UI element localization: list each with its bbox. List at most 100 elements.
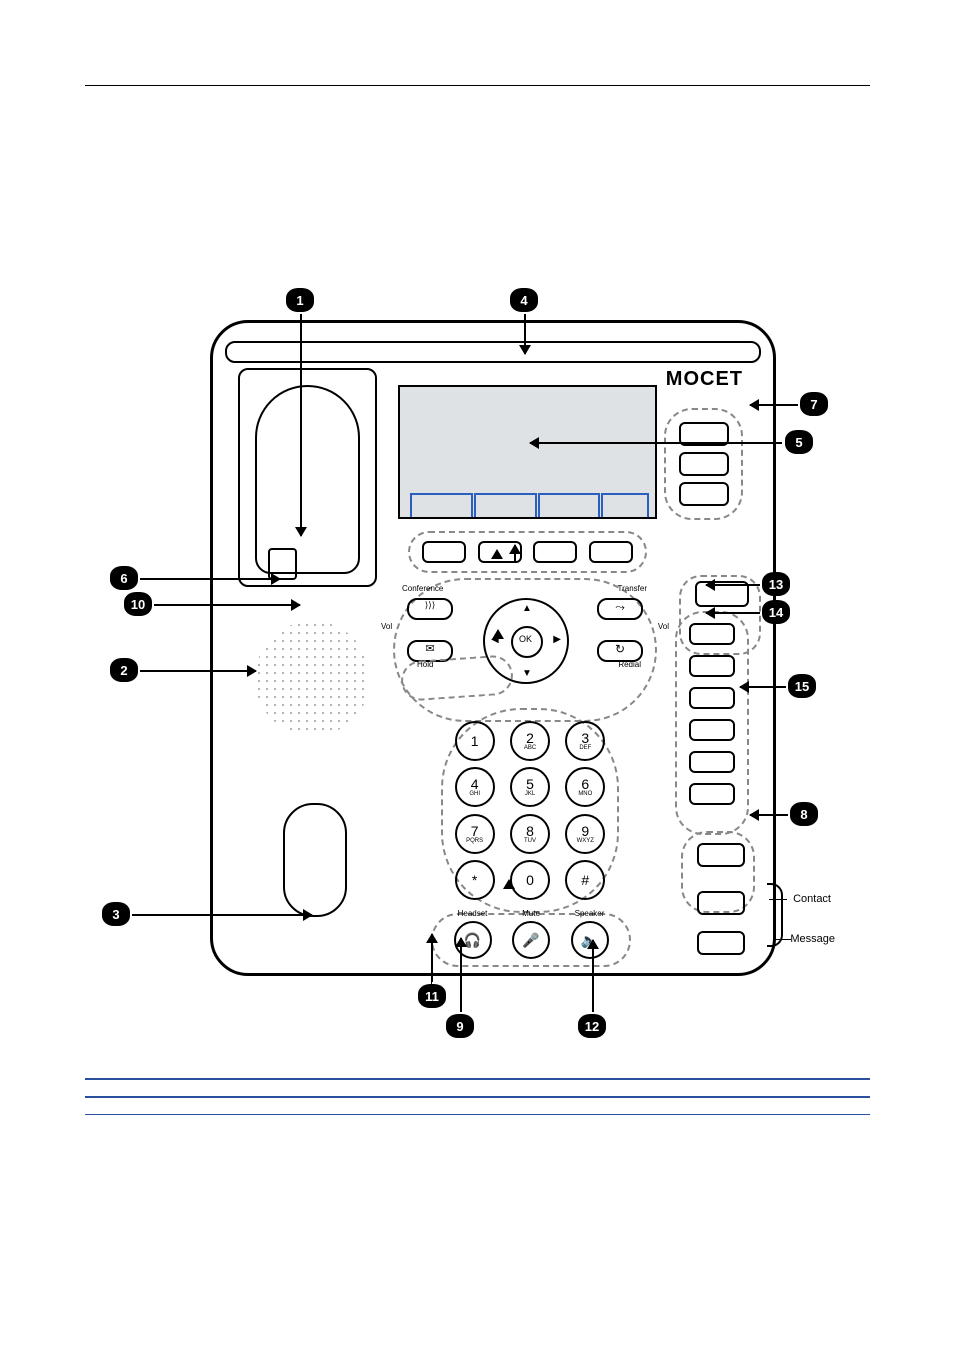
callout-arrow — [140, 670, 256, 672]
keypad-key-3[interactable]: 3DEF — [565, 721, 605, 761]
table-header-cell — [135, 1079, 365, 1097]
speaker-key-label: Speaker — [575, 909, 605, 918]
callout-arrow — [431, 934, 433, 982]
arrow-up-icon: ▲ — [522, 603, 532, 614]
programmable-key[interactable] — [689, 655, 735, 677]
callout-arrow — [132, 914, 312, 916]
callout-arrow — [750, 404, 798, 406]
programmable-key[interactable] — [689, 719, 735, 741]
callout-badge-5: 5 — [785, 430, 813, 454]
contact-label: Contact — [793, 893, 831, 905]
programmable-key[interactable] — [689, 751, 735, 773]
callout-badge-8: 8 — [790, 802, 818, 826]
softkey[interactable] — [589, 541, 633, 563]
softkeys-group — [408, 531, 647, 573]
ok-key-label: OK — [519, 634, 532, 644]
table-header-cell — [365, 1079, 870, 1097]
brand-label: MOCET — [666, 368, 743, 391]
callout-arrow — [514, 545, 516, 563]
keypad-key-4[interactable]: 4GHI — [455, 767, 495, 807]
bracket-icon — [767, 883, 783, 947]
loudspeaker-grille — [255, 621, 370, 736]
keypad-key-6[interactable]: 6MNO — [565, 767, 605, 807]
center-cluster: Conference Transfer Hold Redial OK ▲ ▼ ◀… — [393, 578, 657, 722]
callout-arrow — [706, 612, 760, 614]
phone-top-strip — [225, 341, 761, 363]
screen-softtab — [410, 493, 473, 517]
callout-badge-1: 1 — [286, 288, 314, 312]
callout-arrow — [592, 940, 594, 1012]
screen-softtab — [474, 493, 537, 517]
line-key[interactable] — [679, 482, 729, 506]
programmable-key[interactable] — [689, 783, 735, 805]
arrow-down-icon: ▼ — [522, 668, 532, 679]
nav-dash-outline — [400, 654, 515, 702]
table-cell — [85, 1097, 135, 1115]
feature-key[interactable] — [697, 843, 745, 867]
redial-key[interactable] — [597, 640, 643, 662]
keypad-key-star[interactable]: * — [455, 860, 495, 900]
callout-badge-10: 10 — [124, 592, 152, 616]
conference-key-label: Conference — [402, 584, 443, 593]
table-header-row — [85, 1079, 870, 1097]
handset-cradle — [238, 368, 377, 587]
callout-badge-2: 2 — [110, 658, 138, 682]
callout-badge-4: 4 — [510, 288, 538, 312]
callout-badge-13: 13 — [762, 572, 790, 596]
keypad-key-2[interactable]: 2ABC — [510, 721, 550, 761]
redial-key-label: Redial — [618, 660, 641, 669]
transfer-key[interactable] — [597, 598, 643, 620]
lcd-screen — [398, 385, 657, 519]
headset-key-label: Headset — [458, 909, 488, 918]
callout-arrow — [750, 814, 788, 816]
dial-keypad: 1 2ABC 3DEF 4GHI 5JKL 6MNO 7PQRS 8TUV 9W… — [441, 708, 619, 913]
contact-key[interactable] — [697, 891, 745, 915]
programmable-key[interactable] — [689, 623, 735, 645]
softkey[interactable] — [533, 541, 577, 563]
message-label: Message — [790, 933, 835, 945]
keypad-key-1[interactable]: 1 — [455, 721, 495, 761]
callout-badge-14: 14 — [762, 600, 790, 624]
line-key[interactable] — [679, 452, 729, 476]
callout-arrow — [530, 442, 782, 444]
table-header-cell — [85, 1079, 135, 1097]
callout-badge-15: 15 — [788, 674, 816, 698]
screen-softtab — [538, 493, 601, 517]
programmable-key[interactable] — [689, 687, 735, 709]
callout-arrow — [300, 314, 302, 536]
microphone — [283, 803, 347, 917]
legend-table-element — [85, 1078, 870, 1115]
page: MOCET — [0, 0, 954, 1350]
keypad-key-7[interactable]: 7PQRS — [455, 814, 495, 854]
callout-badge-12: 12 — [578, 1014, 606, 1038]
transfer-key-label: Transfer — [618, 584, 648, 593]
callout-badge-11: 11 — [418, 984, 446, 1008]
mute-key[interactable]: Mute🎤 — [512, 921, 550, 959]
volume-right-label: Vol — [658, 622, 669, 631]
callout-arrow — [140, 578, 280, 580]
softkey[interactable] — [422, 541, 466, 563]
keypad-key-0[interactable]: 0 — [510, 860, 550, 900]
callout-arrow — [706, 584, 760, 586]
table-cell — [135, 1097, 365, 1115]
conference-key[interactable] — [407, 598, 453, 620]
screen-softtab — [601, 493, 648, 517]
table-row — [85, 1097, 870, 1115]
message-key[interactable] — [697, 931, 745, 955]
callout-arrow — [524, 314, 526, 354]
volume-left-label: Vol — [381, 622, 392, 631]
line-keys-group — [664, 408, 743, 520]
arrow-right-icon: ▶ — [553, 634, 561, 645]
callout-badge-6: 6 — [110, 566, 138, 590]
phone-body: MOCET — [210, 320, 776, 976]
callout-badge-7: 7 — [800, 392, 828, 416]
keypad-key-8[interactable]: 8TUV — [510, 814, 550, 854]
keypad-key-5[interactable]: 5JKL — [510, 767, 550, 807]
keypad-key-hash[interactable]: # — [565, 860, 605, 900]
callout-arrow — [154, 604, 300, 606]
keypad-key-9[interactable]: 9WXYZ — [565, 814, 605, 854]
callout-arrow — [460, 938, 462, 1012]
programmable-keys-group — [675, 611, 749, 835]
callout-arrow — [740, 686, 786, 688]
callout-badge-9: 9 — [446, 1014, 474, 1038]
